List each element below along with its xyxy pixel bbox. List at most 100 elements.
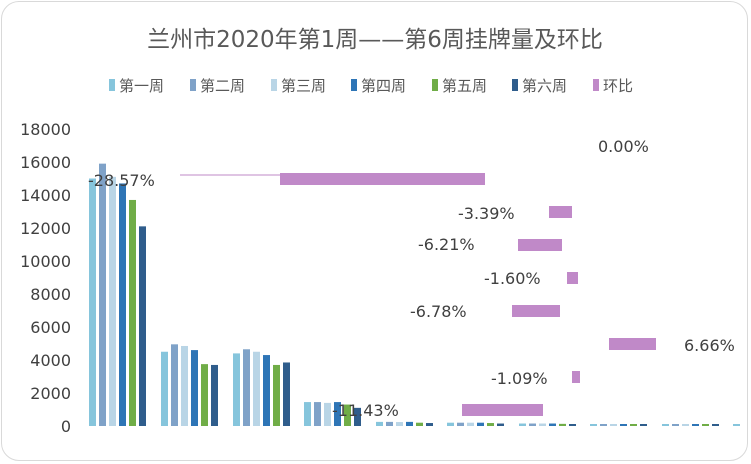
- legend-swatch: [512, 79, 518, 91]
- bar: [672, 424, 679, 426]
- bar: [354, 407, 361, 426]
- bar: [181, 345, 188, 426]
- bar: [273, 364, 280, 426]
- bar: [119, 183, 126, 426]
- bar: [324, 402, 331, 426]
- legend-label: 第一周: [119, 77, 164, 95]
- legend-swatch: [271, 79, 277, 91]
- y-tick-label: 10000: [20, 252, 71, 271]
- bar: [467, 422, 474, 426]
- ratio-data-label: -28.57%: [88, 171, 155, 190]
- bar: [630, 424, 637, 426]
- bar: [304, 402, 311, 426]
- bar: [447, 422, 454, 426]
- bar: [201, 364, 208, 426]
- bar: [640, 424, 647, 426]
- bar: [477, 422, 484, 426]
- bar: [344, 404, 351, 426]
- legend-item-7: 环比: [593, 77, 633, 95]
- ratio-mark: [549, 206, 572, 218]
- ratio-series: [180, 173, 656, 416]
- legend-item-1: 第一周: [109, 77, 164, 95]
- ratio-data-label: 0.00%: [598, 137, 649, 156]
- bar: [191, 350, 198, 426]
- ratio-mark: [572, 371, 580, 383]
- bar: [283, 362, 290, 426]
- ratio-mark: [280, 173, 485, 185]
- bar: [662, 424, 669, 426]
- bar: [610, 424, 617, 426]
- bar: [519, 423, 526, 426]
- bar: [314, 402, 321, 426]
- bar: [487, 423, 494, 426]
- bar: [712, 424, 719, 426]
- bar: [233, 353, 240, 426]
- bar: [416, 422, 423, 426]
- ratio-data-label: -1.09%: [491, 369, 548, 388]
- bar: [129, 199, 136, 426]
- y-axis: 0 2000 4000 6000 8000 10000 12000 14000 16000 180…: [20, 120, 71, 436]
- y-tick-label: 16000: [20, 153, 71, 172]
- ratio-labels: -28.57% 0.00% -3.39% -6.21% -1.60% -6.78% 6.66…: [88, 137, 735, 420]
- ratio-data-label: 6.66%: [684, 336, 735, 355]
- ratio-mark: [609, 338, 656, 350]
- bar: [139, 226, 146, 426]
- bar: [109, 176, 116, 426]
- legend-swatch: [190, 79, 196, 91]
- bar: [569, 424, 576, 426]
- y-tick-label: 2000: [30, 384, 71, 403]
- ratio-leader: [180, 174, 280, 176]
- bar: [539, 423, 546, 426]
- legend-item-6: 第六周: [512, 77, 567, 95]
- y-tick-label: 18000: [20, 120, 71, 139]
- bar: [549, 423, 556, 426]
- bar: [620, 424, 627, 426]
- ratio-mark: [462, 404, 543, 416]
- legend-item-3: 第三周: [271, 77, 326, 95]
- legend-label: 第三周: [281, 77, 326, 95]
- bar-series: [89, 163, 740, 426]
- legend-swatch: [593, 79, 599, 91]
- bar: [171, 344, 178, 426]
- y-tick-label: 0: [61, 417, 71, 436]
- ratio-data-label: -1.60%: [484, 269, 541, 288]
- ratio-mark: [512, 305, 560, 317]
- legend-label: 第二周: [200, 77, 245, 95]
- ratio-mark: [567, 272, 578, 284]
- bar: [396, 422, 403, 426]
- ratio-data-label: -3.39%: [458, 204, 515, 223]
- legend-label: 第四周: [361, 77, 406, 95]
- ratio-data-label: -6.78%: [410, 302, 467, 321]
- legend-label: 第六周: [522, 77, 567, 95]
- bar: [497, 423, 504, 426]
- legend-swatch: [432, 79, 438, 91]
- y-tick-label: 6000: [30, 318, 71, 337]
- legend-label: 环比: [603, 77, 633, 95]
- legend-item-4: 第四周: [351, 77, 406, 95]
- legend-label: 第五周: [442, 77, 487, 95]
- bar: [426, 423, 433, 426]
- bar: [682, 424, 689, 426]
- bar: [334, 402, 341, 426]
- bar: [376, 421, 383, 426]
- bar: [457, 422, 464, 426]
- bar: [211, 364, 218, 426]
- bar: [529, 423, 536, 426]
- bar: [161, 351, 168, 426]
- bar: [590, 424, 597, 426]
- bar: [386, 421, 393, 426]
- bar: [733, 424, 740, 426]
- legend: 第一周 第二周 第三周 第四周 第五周 第六周 环比: [109, 77, 633, 95]
- y-tick-label: 8000: [30, 285, 71, 304]
- bar: [692, 424, 699, 426]
- ratio-data-label: -6.21%: [418, 235, 475, 254]
- ratio-mark: [518, 239, 562, 251]
- legend-item-2: 第二周: [190, 77, 245, 95]
- bar: [263, 355, 270, 426]
- y-tick-label: 4000: [30, 351, 71, 370]
- bar: [702, 424, 709, 426]
- bar: [99, 163, 106, 426]
- legend-swatch: [109, 79, 115, 91]
- bar: [253, 351, 260, 426]
